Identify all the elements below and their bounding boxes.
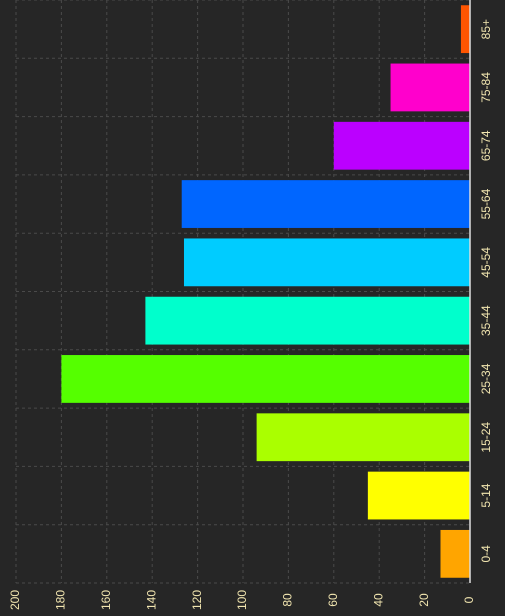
y-tick-label: 80 — [281, 593, 295, 607]
bar — [440, 529, 470, 578]
y-tick-label: 40 — [371, 593, 385, 607]
x-tick-label: 55-64 — [479, 188, 493, 219]
y-tick-label: 200 — [8, 590, 22, 610]
y-tick-label: 100 — [235, 590, 249, 610]
x-tick-label: 45-54 — [479, 247, 493, 278]
bar — [181, 180, 470, 228]
bar — [183, 238, 471, 287]
y-tick-label: 20 — [417, 593, 431, 607]
y-tick-label: 140 — [144, 590, 158, 610]
y-tick-label: 0 — [462, 596, 476, 603]
bar — [145, 296, 470, 345]
bar — [256, 413, 470, 462]
x-tick-label: 35-44 — [479, 305, 493, 336]
x-tick-label: 15-24 — [479, 422, 493, 453]
y-tick-label: 120 — [190, 590, 204, 610]
y-tick-label: 60 — [326, 593, 340, 607]
x-tick-label: 75-84 — [479, 72, 493, 103]
x-tick-label: 0-4 — [479, 545, 493, 563]
x-tick-label: 65-74 — [479, 130, 493, 161]
bar — [367, 471, 470, 520]
bar — [333, 121, 470, 170]
bar — [390, 63, 470, 112]
x-tick-label: 5-14 — [479, 483, 493, 507]
y-tick-label: 160 — [99, 590, 113, 610]
bar — [460, 5, 470, 54]
x-tick-label: 25-34 — [479, 363, 493, 394]
y-tick-label: 180 — [54, 590, 68, 610]
bar — [61, 355, 471, 403]
x-tick-label: 85+ — [479, 19, 493, 39]
